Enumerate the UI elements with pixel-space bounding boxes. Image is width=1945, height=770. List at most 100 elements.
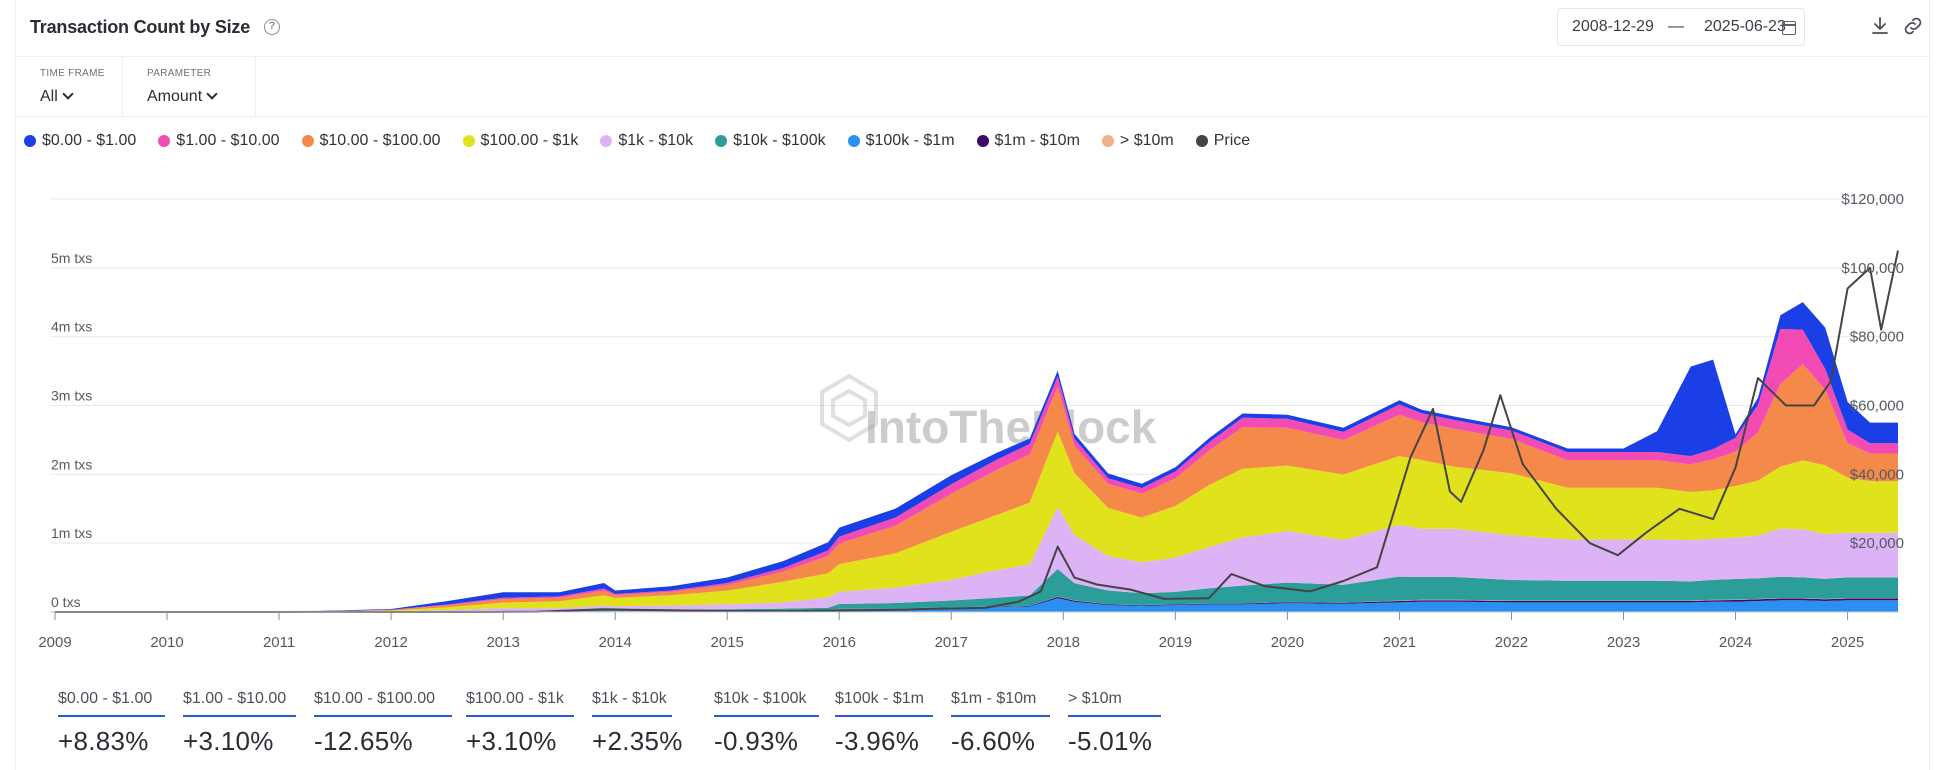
- legend-item[interactable]: $1.00 - $10.00: [158, 130, 280, 152]
- stat-label: $0.00 - $1.00: [58, 690, 153, 707]
- stat-value: -5.01%: [1068, 726, 1153, 756]
- time-frame-filter[interactable]: TIME FRAME All: [16, 57, 123, 117]
- legend-item[interactable]: > $10m: [1101, 130, 1174, 152]
- y-tick-label: 1m txs: [51, 525, 92, 541]
- stat-label: $100.00 - $1k: [466, 690, 564, 707]
- parameter-select[interactable]: Amount: [147, 88, 218, 106]
- x-tick-label: 2013: [486, 634, 519, 651]
- parameter-value: Amount: [147, 88, 203, 105]
- x-tick-label: 2019: [1159, 634, 1192, 651]
- legend-dot: [715, 135, 728, 147]
- stat-item: $0.00 - $1.00 +8.83%: [58, 690, 165, 757]
- stat-underline: [58, 715, 165, 717]
- stat-label: $1k - $10k: [592, 690, 667, 707]
- link-icon[interactable]: [1901, 14, 1925, 38]
- stat-value: +2.35%: [592, 726, 683, 756]
- x-tick-label: 2009: [38, 634, 71, 651]
- stat-value: +3.10%: [466, 726, 557, 756]
- legend-item[interactable]: $10k - $100k: [715, 130, 826, 152]
- legend-item[interactable]: Price: [1195, 130, 1250, 152]
- legend-dot: [24, 135, 36, 147]
- x-tick-label: 2022: [1495, 634, 1528, 651]
- question-circle-icon[interactable]: ?: [264, 19, 280, 35]
- stat-item: $1.00 - $10.00 +3.10%: [183, 690, 296, 757]
- legend-dot: [1101, 135, 1114, 147]
- area--10k-100k: [55, 569, 1898, 612]
- stat-item: $1m - $10m -6.60%: [951, 690, 1050, 757]
- area--100k-1m: [55, 598, 1898, 612]
- legend-label: $1.00 - $10.00: [176, 132, 280, 149]
- date-from[interactable]: 2008-12-29: [1572, 18, 1654, 35]
- parameter-label: PARAMETER: [147, 68, 212, 79]
- parameter-filter[interactable]: PARAMETER Amount: [123, 57, 256, 117]
- legend-dot: [158, 135, 171, 147]
- chart-title: Transaction Count by Size: [30, 17, 251, 37]
- legend-item[interactable]: $1m - $10m: [976, 130, 1080, 152]
- area--1m-10m: [55, 596, 1898, 612]
- y-right-tick-label: $80,000: [1850, 329, 1904, 346]
- stat-underline: [951, 715, 1050, 717]
- legend-dot: [847, 135, 860, 147]
- legend-item[interactable]: $10.00 - $100.00: [301, 130, 441, 152]
- legend-item[interactable]: $100k - $1m: [847, 130, 955, 152]
- y-tick-label: 4m txs: [51, 319, 92, 335]
- legend-label: $100.00 - $1k: [480, 132, 579, 149]
- legend-dot: [301, 135, 314, 147]
- y-tick-label: 0 txs: [51, 594, 81, 610]
- y-tick-label: 2m txs: [51, 456, 92, 472]
- x-tick-label: 2017: [935, 634, 968, 651]
- date-to[interactable]: 2025-06-23: [1704, 18, 1786, 35]
- legend-label: $100k - $1m: [865, 132, 955, 149]
- stat-underline: [1068, 715, 1161, 717]
- calendar-icon[interactable]: [1781, 21, 1796, 35]
- stat-item: $1k - $10k +2.35%: [592, 690, 683, 757]
- price-line: [55, 250, 1899, 613]
- stat-underline: [466, 715, 574, 717]
- stat-label: $100k - $1m: [835, 690, 924, 707]
- y-right-tick-label: $20,000: [1850, 535, 1904, 552]
- legend-dot: [1195, 135, 1208, 147]
- legend-dot: [462, 135, 475, 147]
- area--1k-10k: [55, 507, 1898, 612]
- stat-value: +8.83%: [58, 726, 149, 756]
- filter-bar: TIME FRAME All PARAMETER Amount: [16, 57, 1931, 117]
- time-frame-select[interactable]: All: [40, 88, 74, 106]
- stat-value: -12.65%: [314, 726, 413, 756]
- legend-item[interactable]: $1k - $10k: [600, 130, 693, 152]
- x-tick-label: 2012: [374, 634, 407, 651]
- x-tick-label: 2014: [598, 634, 631, 651]
- download-icon[interactable]: [1868, 14, 1892, 38]
- x-tick-label: 2010: [150, 634, 183, 651]
- time-frame-value: All: [40, 88, 58, 105]
- stat-underline: [835, 715, 933, 717]
- legend-dot: [600, 135, 613, 147]
- x-tick-label: 2018: [1047, 634, 1080, 651]
- legend-label: $1k - $10k: [618, 132, 694, 149]
- legend-label: > $10m: [1119, 132, 1174, 149]
- legend-label: $0.00 - $1.00: [42, 132, 137, 149]
- stat-underline: [314, 715, 452, 717]
- stat-label: $10.00 - $100.00: [314, 690, 435, 707]
- legend-label: $1m - $10m: [994, 132, 1080, 149]
- date-range-picker[interactable]: 2008-12-29 — 2025-06-23: [1557, 8, 1805, 46]
- x-tick-label: 2015: [711, 634, 744, 651]
- y-right-tick-label: $40,000: [1850, 466, 1904, 483]
- legend-label: $10k - $100k: [733, 132, 826, 149]
- legend-item[interactable]: $0.00 - $1.00: [24, 130, 136, 152]
- y-tick-label: 3m txs: [51, 388, 92, 404]
- x-tick-label: 2025: [1831, 634, 1864, 651]
- stat-value: -3.96%: [835, 726, 920, 756]
- watermark-text: IntoTheBlock: [865, 401, 1157, 453]
- legend-dot: [976, 135, 989, 147]
- legend-item[interactable]: $100.00 - $1k: [462, 130, 579, 152]
- legend-label: $10.00 - $100.00: [319, 132, 441, 149]
- stat-item: > $10m -5.01%: [1068, 690, 1161, 757]
- stat-label: > $10m: [1068, 690, 1122, 707]
- watermark-logo: [820, 373, 878, 443]
- x-tick-label: 2016: [823, 634, 856, 651]
- stat-item: $100.00 - $1k +3.10%: [466, 690, 574, 757]
- stat-item: $10k - $100k -0.93%: [714, 690, 819, 757]
- stat-underline: [714, 715, 819, 717]
- x-tick-label: 2024: [1719, 634, 1752, 651]
- stat-item: $10.00 - $100.00 -12.65%: [314, 690, 452, 757]
